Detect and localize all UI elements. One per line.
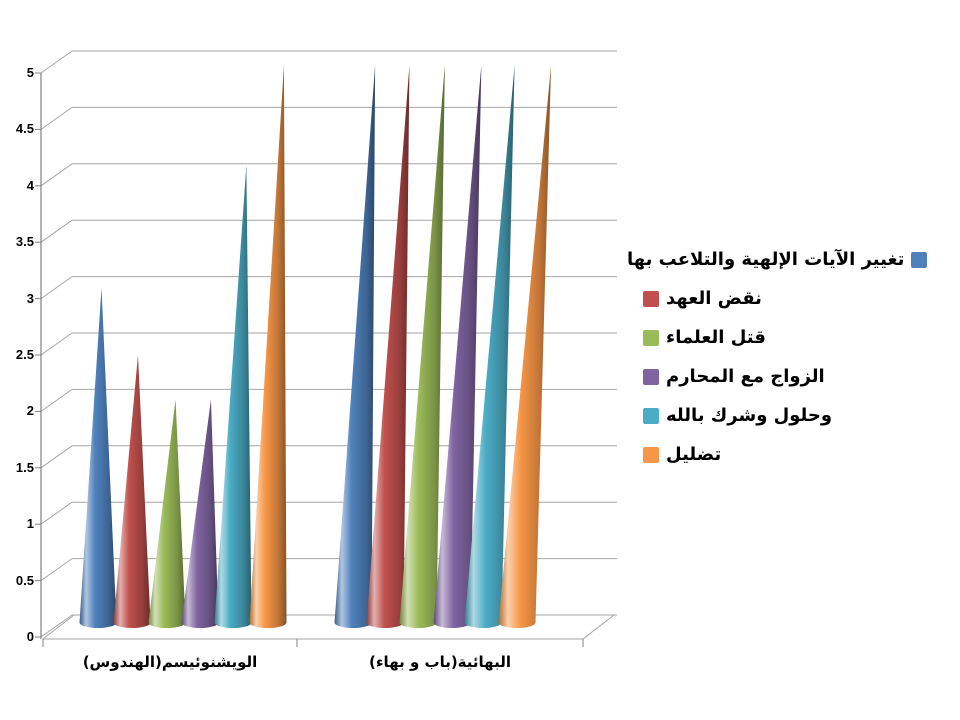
value-axis-label-2.5: 2.5	[15, 347, 34, 362]
legend-label-3: قتل العلماء	[666, 326, 766, 348]
cone-series5-category2	[464, 65, 515, 628]
gridline-connector	[40, 501, 73, 525]
gridline-connector	[40, 332, 73, 356]
value-axis-label-4: 4	[26, 177, 34, 193]
cone-series2-category1	[113, 354, 151, 628]
legend-label-5: وحلول وشرك بالله	[666, 404, 833, 426]
gridline-connector	[40, 50, 73, 74]
value-axis-label-0: 0	[26, 629, 34, 644]
cone-series3-category2	[399, 65, 445, 628]
gridline-connector	[40, 163, 73, 187]
legend-item-3: قتل العلماء	[643, 318, 927, 357]
legend-swatch-1	[911, 251, 928, 268]
chart-floor	[41, 614, 616, 640]
legend-label-2: نقض العهد	[666, 287, 762, 309]
legend-label-1: تغيير الآيات الإلهية والتلاعب بها	[627, 248, 905, 270]
gridline-connector	[40, 219, 73, 243]
legend-swatch-5	[643, 407, 659, 424]
cone-series4-category2	[433, 65, 482, 628]
cone-series6-category1	[249, 65, 287, 628]
value-axis-label-2: 2	[26, 403, 34, 419]
cone-series6-category2	[498, 65, 552, 628]
cone-series1-category1	[79, 288, 117, 628]
gridline-connector	[40, 276, 73, 300]
cone-series5-category1	[214, 165, 252, 628]
gridline-connector	[40, 445, 73, 469]
legend-swatch-4	[643, 368, 659, 385]
cone-series2-category2	[366, 65, 410, 628]
chart-legend: تغيير الآيات الإلهية والتلاعب بها نقض الع…	[627, 240, 928, 474]
gridline-connector	[40, 558, 73, 582]
cone-series3-category1	[148, 399, 186, 628]
value-axis-label-1.5: 1.5	[15, 459, 34, 475]
cone-series4-category1	[181, 399, 219, 628]
legend-label-6: تضليل	[666, 443, 722, 465]
cone-series1-category2	[334, 65, 376, 628]
category-label-2: البهائية(باب و بهاء)	[369, 653, 511, 671]
value-axis-label-3: 3	[26, 290, 34, 306]
legend-item-2: نقض العهد	[643, 279, 927, 318]
legend-item-6: تضليل	[643, 435, 927, 474]
category-label-1: الويشنوئيسم(الهندوس)	[82, 653, 258, 671]
gridline-connector	[40, 106, 73, 130]
legend-label-4: الزواج مع المحارم	[666, 365, 825, 387]
value-axis-label-4.5: 4.5	[15, 121, 34, 137]
value-axis-label-1: 1	[26, 516, 34, 532]
legend-swatch-3	[643, 329, 659, 346]
value-axis-label-5: 5	[26, 65, 34, 80]
legend-item-4: الزواج مع المحارم	[643, 357, 927, 396]
gridline-connector	[40, 614, 73, 638]
legend-swatch-2	[643, 290, 659, 307]
value-axis-label-3.5: 3.5	[15, 234, 34, 250]
gridline-connector	[40, 388, 73, 412]
legend-swatch-6	[643, 446, 659, 463]
legend-item-1: تغيير الآيات الإلهية والتلاعب بها	[627, 240, 928, 279]
legend-item-5: وحلول وشرك بالله	[643, 396, 927, 435]
value-axis-label-0.5: 0.5	[15, 572, 34, 588]
